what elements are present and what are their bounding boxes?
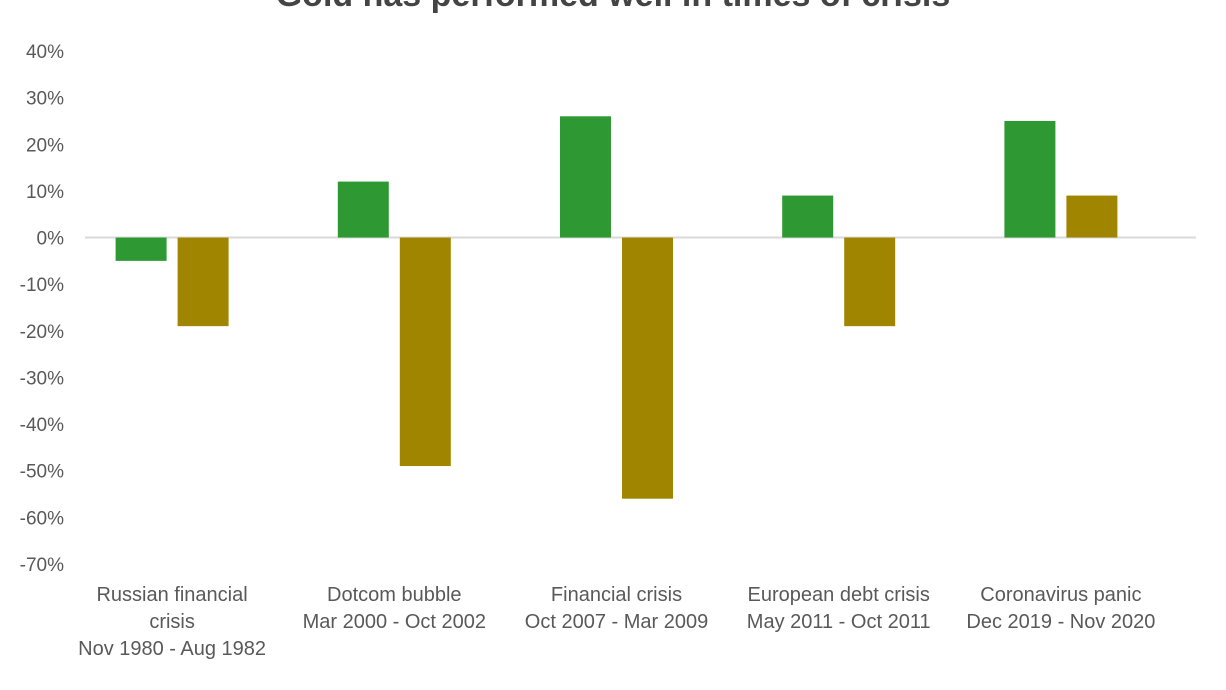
category-label: Dotcom bubble Mar 2000 - Oct 2002: [303, 584, 486, 633]
chart-title: Gold has performed well in times of cris…: [0, 0, 1226, 15]
bar-series-2: [622, 237, 673, 499]
bar-series-2: [1066, 195, 1118, 238]
y-tick-label: 0%: [37, 229, 65, 250]
y-tick-label: -10%: [20, 275, 64, 296]
bars: [115, 116, 1118, 499]
category-label: Coronavirus panic Dec 2019 - Nov 2020: [966, 584, 1155, 633]
y-tick-label: -70%: [20, 555, 64, 576]
y-tick-label: -50%: [20, 462, 64, 483]
y-tick-label: -60%: [20, 508, 64, 529]
y-tick-label: 20%: [26, 135, 64, 156]
y-axis: 40% 30% 20% 10% 0% -10% -20% -30% -40% -50% -60% -7…: [20, 42, 64, 576]
bar-series-2: [177, 237, 229, 327]
y-tick-label: -40%: [20, 415, 64, 436]
category-label: European debt crisis May 2011 - Oct 2011: [747, 584, 931, 633]
category-label: Financial crisis Oct 2007 - Mar 2009: [525, 584, 708, 633]
y-tick-label: -20%: [20, 322, 64, 343]
bar-series-1: [1004, 120, 1056, 238]
bar-series-2: [844, 237, 896, 327]
y-tick-label: -30%: [20, 368, 64, 389]
bar-series-1: [337, 181, 389, 238]
category-label: Russian financial crisis Nov 1980 - Aug 19…: [78, 584, 266, 660]
y-tick-label: 40%: [26, 42, 64, 63]
x-axis: Russian financial crisis Nov 1980 - Aug 19…: [78, 584, 1155, 660]
y-tick-label: 10%: [26, 182, 64, 203]
bar-series-1: [560, 116, 611, 238]
bar-series-1: [115, 237, 167, 261]
bar-series-2: [399, 237, 451, 467]
y-tick-label: 30%: [26, 89, 64, 110]
bar-series-1: [782, 195, 834, 238]
